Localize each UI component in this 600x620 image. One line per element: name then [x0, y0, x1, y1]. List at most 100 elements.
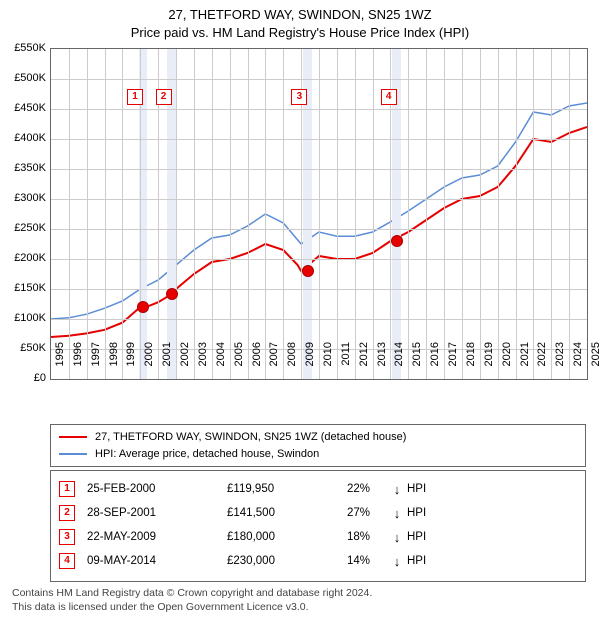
- attribution-footer: Contains HM Land Registry data © Crown c…: [12, 586, 588, 614]
- gridline: [87, 49, 88, 379]
- tx-price: £230,000: [227, 555, 347, 567]
- gridline: [337, 49, 338, 379]
- figure: 27, THETFORD WAY, SWINDON, SN25 1WZ Pric…: [0, 0, 600, 620]
- sale-index-box: 1: [127, 89, 143, 105]
- x-tick-label: 2025: [590, 342, 600, 382]
- tx-index-box: 3: [59, 529, 75, 545]
- gridline: [212, 49, 213, 379]
- x-tick-label: 2003: [197, 342, 209, 382]
- gridline: [69, 49, 70, 379]
- gridline: [194, 49, 195, 379]
- x-tick-label: 2021: [519, 342, 531, 382]
- x-tick-label: 1998: [108, 342, 120, 382]
- tx-delta: 14%: [347, 555, 387, 567]
- gridline: [462, 49, 463, 379]
- sale-index-box: 4: [381, 89, 397, 105]
- y-tick-label: £450K: [2, 102, 46, 114]
- gridline: [283, 49, 284, 379]
- tx-index-box: 4: [59, 553, 75, 569]
- sale-marker: [391, 235, 403, 247]
- x-tick-label: 2009: [304, 342, 316, 382]
- tx-price: £119,950: [227, 483, 347, 495]
- x-tick-label: 2006: [251, 342, 263, 382]
- gridline: [176, 49, 177, 379]
- title-line-1: 27, THETFORD WAY, SWINDON, SN25 1WZ: [0, 6, 600, 24]
- legend-label: 27, THETFORD WAY, SWINDON, SN25 1WZ (det…: [95, 429, 406, 446]
- transactions-table: 125-FEB-2000£119,95022%↓HPI228-SEP-2001£…: [50, 470, 586, 582]
- x-tick-label: 2024: [572, 342, 584, 382]
- gridline: [105, 49, 106, 379]
- tx-vs: HPI: [407, 531, 447, 543]
- y-tick-label: £500K: [2, 72, 46, 84]
- x-tick-label: 2020: [501, 342, 513, 382]
- x-tick-label: 2005: [233, 342, 245, 382]
- gridline: [569, 49, 570, 379]
- footer-line: This data is licensed under the Open Gov…: [12, 600, 588, 614]
- gridline: [248, 49, 249, 379]
- x-tick-label: 2023: [554, 342, 566, 382]
- y-tick-label: £300K: [2, 192, 46, 204]
- gridline: [373, 49, 374, 379]
- sale-marker: [137, 301, 149, 313]
- gridline: [265, 49, 266, 379]
- x-tick-label: 1995: [54, 342, 66, 382]
- y-tick-label: £100K: [2, 312, 46, 324]
- gridline: [408, 49, 409, 379]
- chart-title: 27, THETFORD WAY, SWINDON, SN25 1WZ Pric…: [0, 0, 600, 41]
- gridline: [516, 49, 517, 379]
- sale-index-box: 2: [156, 89, 172, 105]
- x-tick-label: 2018: [465, 342, 477, 382]
- x-tick-label: 2012: [358, 342, 370, 382]
- x-tick-label: 2010: [322, 342, 334, 382]
- footer-line: Contains HM Land Registry data © Crown c…: [12, 586, 588, 600]
- transaction-row: 125-FEB-2000£119,95022%↓HPI: [59, 477, 577, 501]
- tx-price: £180,000: [227, 531, 347, 543]
- x-tick-label: 2016: [429, 342, 441, 382]
- legend-swatch: [59, 453, 87, 455]
- tx-vs: HPI: [407, 555, 447, 567]
- tx-index-box: 2: [59, 505, 75, 521]
- x-tick-label: 2019: [483, 342, 495, 382]
- tx-delta: 22%: [347, 483, 387, 495]
- legend-item: HPI: Average price, detached house, Swin…: [59, 446, 577, 463]
- transaction-row: 4 09-MAY-2014£230,00014%↓HPI: [59, 549, 577, 573]
- tx-date: 22-MAY-2009: [87, 531, 227, 543]
- y-tick-label: £50K: [2, 342, 46, 354]
- y-tick-label: £550K: [2, 42, 46, 54]
- legend-box: 27, THETFORD WAY, SWINDON, SN25 1WZ (det…: [50, 424, 586, 467]
- tx-vs: HPI: [407, 507, 447, 519]
- down-arrow-icon: ↓: [387, 554, 407, 569]
- gridline: [122, 49, 123, 379]
- tx-price: £141,500: [227, 507, 347, 519]
- transaction-row: 3 22-MAY-2009£180,00018%↓HPI: [59, 525, 577, 549]
- down-arrow-icon: ↓: [387, 530, 407, 545]
- tx-date: 28-SEP-2001: [87, 507, 227, 519]
- gridline: [319, 49, 320, 379]
- x-tick-label: 2004: [215, 342, 227, 382]
- plot-area: 12 3 4: [50, 48, 588, 380]
- x-tick-label: 1996: [72, 342, 84, 382]
- down-arrow-icon: ↓: [387, 506, 407, 521]
- gridline: [533, 49, 534, 379]
- sale-marker: [166, 288, 178, 300]
- x-tick-label: 2013: [376, 342, 388, 382]
- tx-delta: 27%: [347, 507, 387, 519]
- sale-index-box: 3: [291, 89, 307, 105]
- x-tick-label: 2008: [286, 342, 298, 382]
- x-tick-label: 2000: [143, 342, 155, 382]
- tx-vs: HPI: [407, 483, 447, 495]
- gridline: [498, 49, 499, 379]
- y-tick-label: £150K: [2, 282, 46, 294]
- x-tick-label: 2017: [447, 342, 459, 382]
- down-arrow-icon: ↓: [387, 482, 407, 497]
- tx-date: 09-MAY-2014: [87, 555, 227, 567]
- y-tick-label: £250K: [2, 222, 46, 234]
- tx-delta: 18%: [347, 531, 387, 543]
- y-tick-label: £200K: [2, 252, 46, 264]
- x-tick-label: 2001: [161, 342, 173, 382]
- transaction-row: 2 28-SEP-2001£141,50027%↓HPI: [59, 501, 577, 525]
- y-tick-label: £400K: [2, 132, 46, 144]
- y-tick-label: £350K: [2, 162, 46, 174]
- x-tick-label: 2007: [268, 342, 280, 382]
- gridline: [480, 49, 481, 379]
